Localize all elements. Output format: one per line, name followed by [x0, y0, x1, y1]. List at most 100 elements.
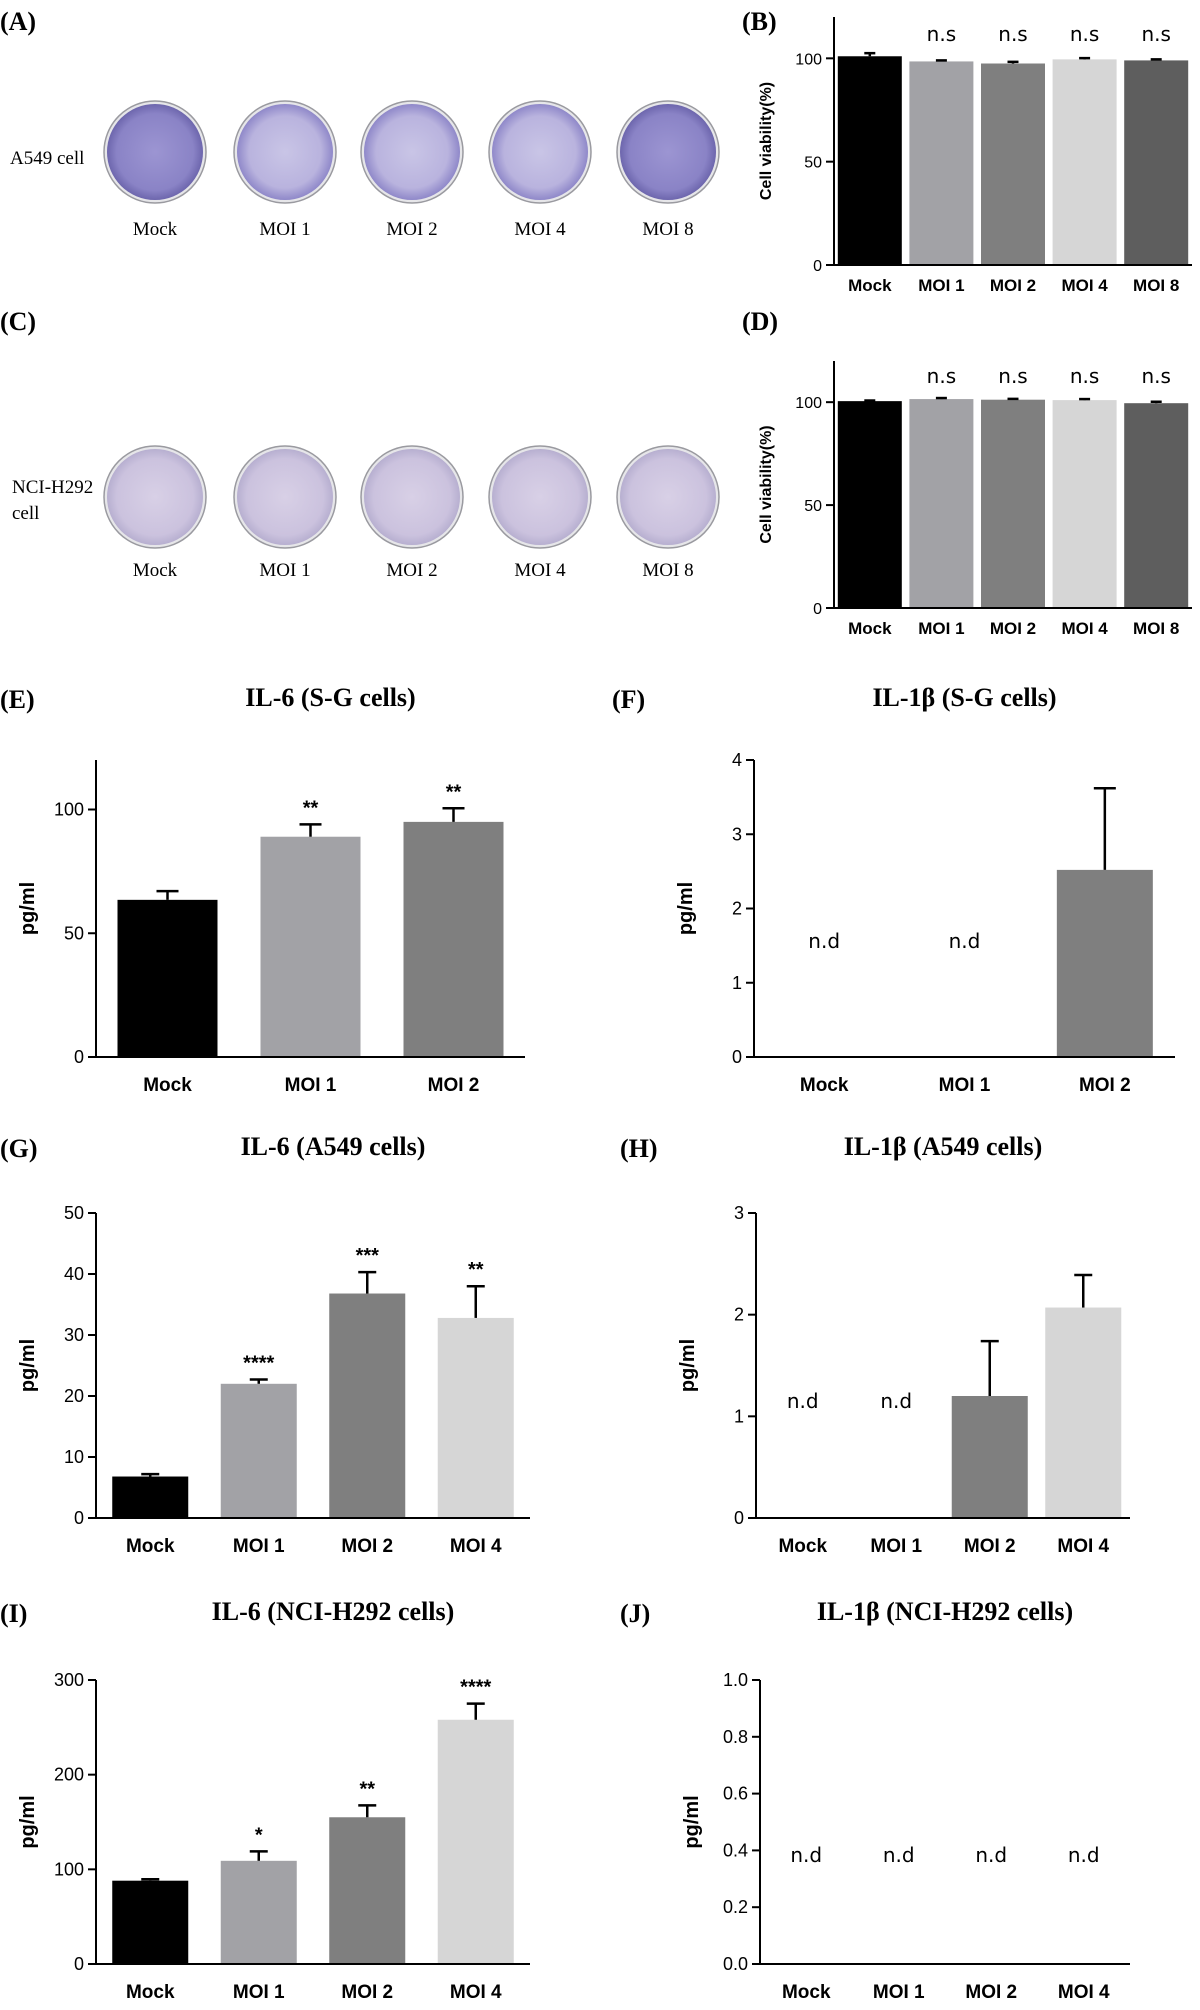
dish-label-mock: Mock	[133, 560, 178, 581]
x-tick-label-moi-2: MOI 2	[428, 1075, 480, 1096]
y-axis-label: Cell viability(%)	[758, 82, 775, 200]
chart-e-il6-sg: IL-6 (S-G cells) Mock ** MOI 1 ** MOI 2 0 50 100…	[17, 683, 525, 1096]
y-axis-label: Cell viability(%)	[758, 425, 775, 543]
significance-label-moi-2: ***	[356, 1245, 380, 1267]
y-tick-label: 300	[54, 1670, 84, 1690]
x-tick-label-mock: Mock	[778, 1536, 827, 1557]
not-significant-label-moi-1: n.s	[927, 364, 956, 388]
x-tick-label-moi-1: MOI 1	[233, 1982, 285, 2003]
y-tick-label: 1	[734, 1406, 744, 1426]
y-tick-label: 0.6	[723, 1784, 748, 1804]
not-significant-label-moi-1: n.s	[927, 22, 956, 46]
bar-moi-2	[329, 1293, 406, 1518]
plate-row-label-cont: cell	[12, 503, 39, 524]
not-detected-label-moi-1: n.d	[949, 929, 981, 953]
panel-letter-h: (H)	[620, 1134, 658, 1163]
not-detected-label-mock: n.d	[787, 1389, 819, 1413]
bar-moi-4	[437, 1719, 514, 1964]
y-tick-label: 0	[74, 1954, 84, 1974]
y-tick-label: 50	[804, 498, 822, 515]
x-tick-label-mock: Mock	[800, 1075, 849, 1096]
not-significant-label-moi-4: n.s	[1070, 364, 1099, 388]
y-tick-label: 0	[732, 1047, 742, 1067]
x-tick-label-moi-4: MOI 4	[450, 1536, 502, 1557]
y-tick-label: 100	[795, 395, 822, 412]
x-tick-label-moi-2: MOI 2	[990, 276, 1036, 295]
y-tick-label: 3	[732, 824, 742, 844]
not-significant-label-moi-2: n.s	[998, 364, 1027, 388]
bar-moi-1	[909, 61, 974, 265]
y-tick-label: 0	[74, 1047, 84, 1067]
panel-letter-g: (G)	[0, 1134, 38, 1163]
chart-title: IL-1β (S-G cells)	[872, 683, 1056, 712]
chart-title: IL-1β (NCI-H292 cells)	[817, 1597, 1073, 1626]
bar-moi-2	[1056, 869, 1153, 1057]
significance-label-moi-1: **	[303, 797, 319, 819]
y-tick-label: 20	[64, 1386, 84, 1406]
x-tick-label-mock: Mock	[126, 1982, 175, 2003]
x-tick-label-moi-2: MOI 2	[964, 1536, 1016, 1557]
x-tick-label-moi-4: MOI 4	[1058, 1982, 1110, 2003]
panel-letter-c: (C)	[0, 307, 36, 336]
y-tick-label: 2	[732, 899, 742, 919]
x-tick-label-mock: Mock	[848, 276, 892, 295]
y-tick-label: 0	[734, 1508, 744, 1528]
bar-mock	[117, 899, 218, 1057]
y-tick-label: 100	[54, 800, 84, 820]
x-tick-label-moi-1: MOI 1	[870, 1536, 922, 1557]
y-tick-label: 0	[813, 258, 822, 275]
y-tick-label: 2	[734, 1305, 744, 1325]
x-tick-label-moi-1: MOI 1	[918, 276, 964, 295]
bar-mock	[112, 1880, 189, 1964]
dish-mock	[107, 104, 203, 200]
y-axis-label: pg/ml	[17, 882, 39, 935]
chart-d-viability-nci-h292: Mock n.s MOI 1 n.s MOI 2 n.s MOI 4 n.s MOI 8 0 50 1…	[758, 361, 1192, 638]
dish-label-mock: Mock	[133, 219, 178, 240]
y-tick-label: 0.8	[723, 1727, 748, 1747]
y-tick-label: 50	[64, 923, 84, 943]
y-tick-label: 0	[813, 601, 822, 618]
chart-h-il1b-a549: IL-1β (A549 cells) n.d Mock n.d MOI 1 MOI 2 MO…	[677, 1132, 1130, 1557]
x-tick-label-moi-4: MOI 4	[450, 1982, 502, 2003]
y-axis-label: pg/ml	[677, 1339, 699, 1392]
bar-moi-1	[260, 836, 361, 1057]
significance-label-moi-2: **	[359, 1778, 375, 1800]
bar-mock	[112, 1476, 189, 1518]
significance-label-moi-4: ****	[460, 1677, 491, 1699]
dish-label-moi-2: MOI 2	[386, 560, 437, 581]
dish-moi-2	[364, 104, 460, 200]
y-tick-label: 4	[732, 750, 742, 770]
panel-letter-j: (J)	[620, 1599, 650, 1628]
y-tick-label: 30	[64, 1325, 84, 1345]
significance-label-moi-2: **	[446, 781, 462, 803]
chart-title: IL-1β (A549 cells)	[844, 1132, 1043, 1161]
y-tick-label: 0	[74, 1508, 84, 1528]
bar-moi-1	[909, 399, 974, 608]
bar-moi-8	[1124, 60, 1189, 266]
x-tick-label-moi-1: MOI 1	[873, 1982, 925, 2003]
dish-label-moi-8: MOI 8	[642, 560, 693, 581]
y-tick-label: 10	[64, 1447, 84, 1467]
y-tick-label: 1	[732, 973, 742, 993]
dish-moi-4	[492, 104, 588, 200]
panel-letter-f: (F)	[612, 685, 645, 714]
dish-moi-1	[237, 104, 333, 200]
chart-f-il1b-sg: IL-1β (S-G cells) n.d Mock n.d MOI 1 MOI 2 0 1 2…	[675, 683, 1175, 1096]
dish-moi-4	[492, 449, 588, 545]
dish-label-moi-2: MOI 2	[386, 219, 437, 240]
x-tick-label-moi-8: MOI 8	[1133, 276, 1179, 295]
x-tick-label-moi-2: MOI 2	[990, 619, 1036, 638]
not-significant-label-moi-2: n.s	[998, 22, 1027, 46]
bar-moi-2	[981, 399, 1045, 608]
significance-label-moi-1: ****	[243, 1353, 274, 1375]
y-tick-label: 0.0	[723, 1954, 748, 1974]
panel-letter-d: (D)	[742, 307, 778, 336]
x-tick-label-moi-4: MOI 4	[1057, 1536, 1109, 1557]
x-tick-label-moi-1: MOI 1	[285, 1075, 337, 1096]
dish-moi-8	[620, 449, 716, 545]
y-tick-label: 0.4	[723, 1840, 748, 1860]
not-significant-label-moi-8: n.s	[1141, 364, 1170, 388]
y-tick-label: 0.2	[723, 1897, 748, 1917]
plate-row-label: A549 cell	[10, 148, 84, 169]
